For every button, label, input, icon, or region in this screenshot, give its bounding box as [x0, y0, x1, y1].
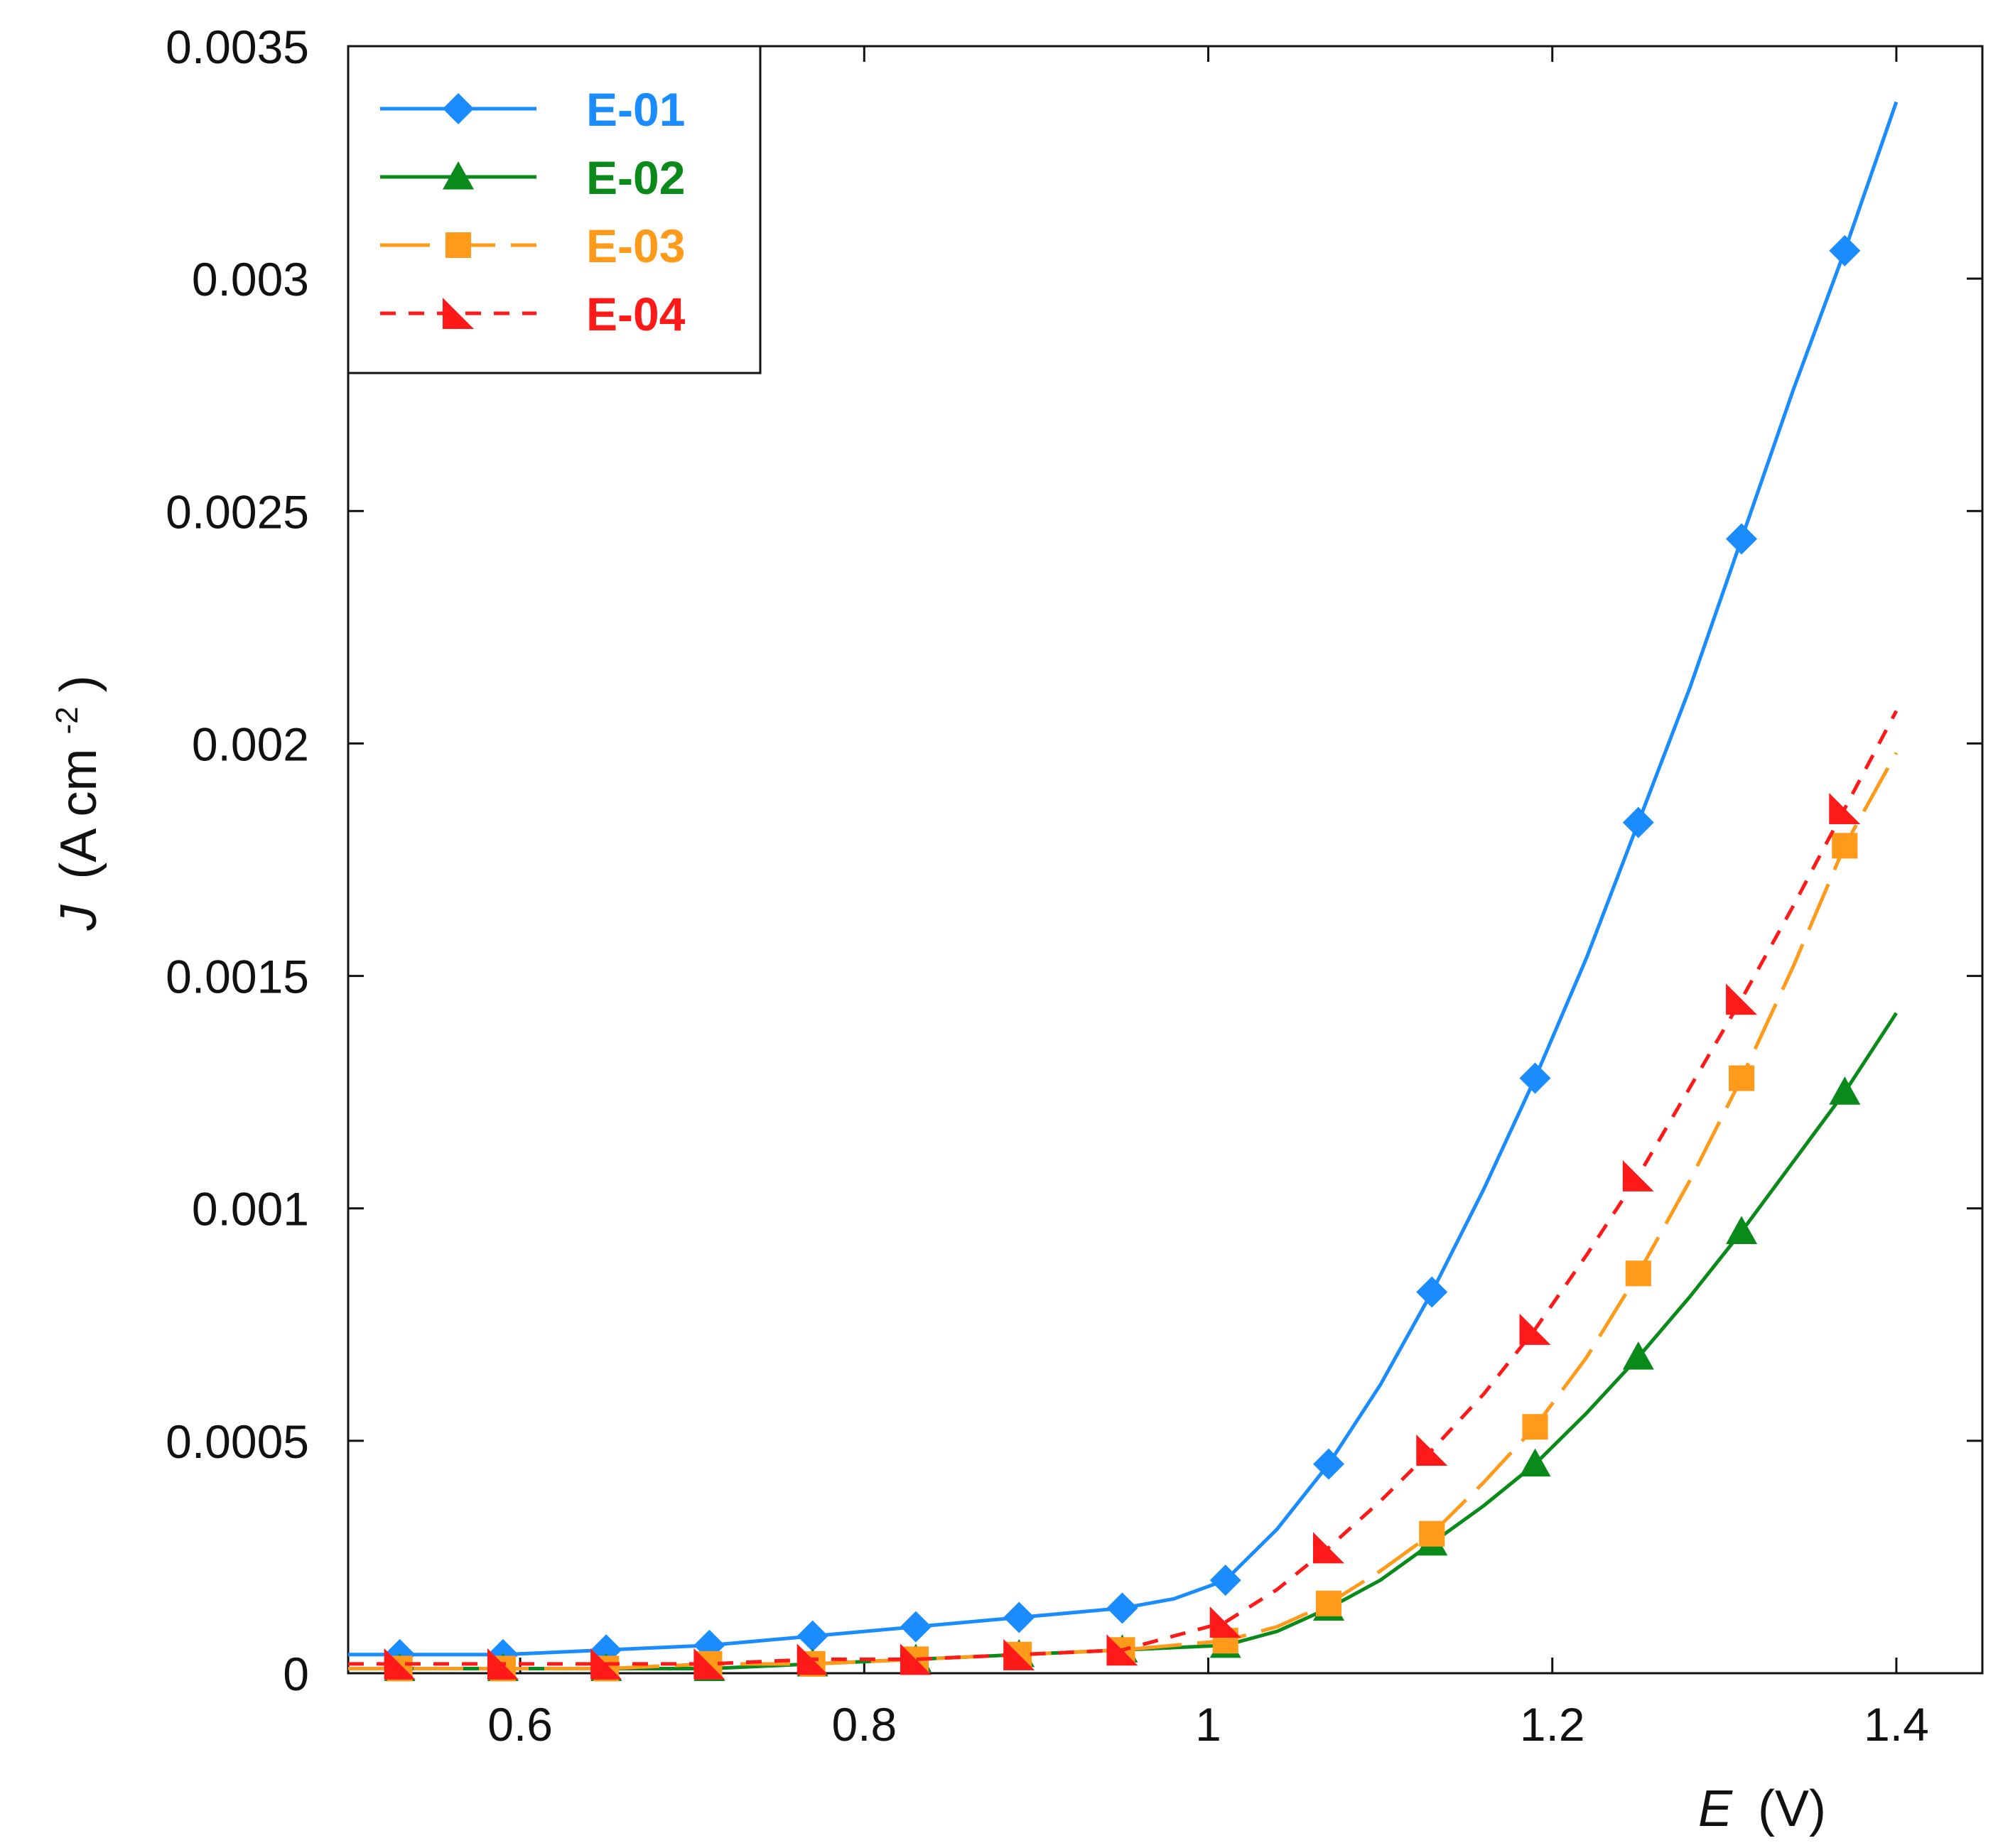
x-tick-label: 1	[1195, 1698, 1221, 1751]
x-axis-unit: (V)	[1758, 1781, 1826, 1837]
x-tick-label: 0.6	[487, 1698, 553, 1751]
data-point-square	[1315, 1590, 1342, 1616]
y-tick-label: 0.003	[192, 253, 309, 306]
legend-entry: E-04	[380, 288, 686, 340]
data-point-right-triangle	[1829, 793, 1861, 825]
data-point-square	[1625, 1260, 1651, 1287]
data-point-right-triangle	[900, 1643, 932, 1675]
data-point-right-triangle	[693, 1648, 725, 1680]
data-point-diamond	[443, 93, 474, 124]
plot-area	[347, 45, 1984, 1675]
data-point-diamond	[1209, 1565, 1241, 1596]
y-axis-close: )	[50, 675, 107, 692]
data-point-square	[1522, 1414, 1548, 1440]
data-point-right-triangle	[1003, 1638, 1035, 1670]
data-point-triangle	[1829, 1076, 1861, 1105]
y-axis-symbol: J	[50, 904, 107, 931]
data-point-diamond	[1829, 234, 1861, 266]
series-line	[348, 710, 1899, 1666]
data-point-diamond	[1003, 1601, 1035, 1633]
x-tick-label: 0.8	[831, 1698, 897, 1751]
data-point-triangle	[1622, 1341, 1654, 1370]
y-axis-unit: (A cm	[50, 749, 107, 880]
data-point-right-triangle	[1313, 1532, 1344, 1564]
legend-entry: E-03	[380, 220, 685, 272]
data-point-right-triangle	[590, 1648, 622, 1680]
x-tick-label: 1.2	[1520, 1698, 1585, 1751]
data-point-diamond	[796, 1620, 828, 1652]
y-axis-superscript: -2	[50, 706, 85, 734]
data-point-square	[1729, 1065, 1755, 1091]
data-point-square	[1832, 833, 1858, 859]
data-point-diamond	[1106, 1592, 1138, 1624]
series-line	[348, 101, 1899, 1657]
data-point-diamond	[1416, 1276, 1448, 1308]
x-tick-label: 1.4	[1864, 1698, 1929, 1751]
data-point-right-triangle	[796, 1643, 828, 1675]
legend-box	[347, 45, 762, 374]
data-point-right-triangle	[1106, 1634, 1138, 1666]
data-point-triangle	[1519, 1448, 1551, 1477]
legend-entry: E-02	[380, 151, 685, 204]
legend: E-01 E-02 E-03 E-04	[347, 45, 762, 374]
y-tick-label: 0.0015	[166, 951, 309, 1003]
data-point-right-triangle	[1519, 1313, 1551, 1345]
data-point-triangle	[443, 161, 474, 190]
y-axis-title: J (A cm -2 )	[32, 675, 107, 931]
series-layer	[348, 101, 1899, 1682]
data-point-diamond	[900, 1611, 932, 1643]
plot-frame	[347, 45, 1984, 1675]
y-tick-label: 0.0005	[166, 1415, 309, 1468]
data-point-diamond	[1726, 523, 1758, 555]
data-point-right-triangle	[1622, 1160, 1654, 1192]
data-point-diamond	[1519, 1062, 1551, 1094]
y-tick-label: 0	[283, 1648, 309, 1700]
legend-label: E-03	[586, 220, 685, 272]
data-point-right-triangle	[1726, 983, 1758, 1015]
data-point-right-triangle	[487, 1648, 519, 1680]
data-point-square	[445, 232, 472, 259]
y-tick-label: 0.0025	[166, 485, 309, 538]
data-point-square	[1419, 1520, 1445, 1547]
data-point-triangle	[1726, 1216, 1758, 1245]
data-point-right-triangle	[1209, 1606, 1241, 1638]
legend-entry: E-01	[380, 83, 685, 136]
data-point-right-triangle	[1416, 1434, 1448, 1466]
data-point-right-triangle	[384, 1648, 416, 1680]
data-point-diamond	[1622, 806, 1654, 838]
legend-label: E-02	[586, 151, 685, 204]
legend-label: E-01	[586, 83, 685, 136]
y-tick-label: 0.001	[192, 1183, 309, 1236]
series-e-04	[348, 710, 1899, 1680]
y-tick-label: 0.0035	[166, 21, 309, 73]
data-point-right-triangle	[443, 298, 474, 329]
axis-ticks: 0.6 0.8 1 1.2 1.4 0 0.0005 0.001 0.0015 0.002 0.00…	[166, 21, 1982, 1751]
legend-label: E-04	[586, 288, 686, 340]
x-axis-title: E (V)	[1698, 1781, 1826, 1837]
data-point-diamond	[1313, 1448, 1344, 1480]
y-tick-label: 0.002	[192, 718, 309, 770]
x-axis-symbol: E	[1698, 1781, 1733, 1837]
